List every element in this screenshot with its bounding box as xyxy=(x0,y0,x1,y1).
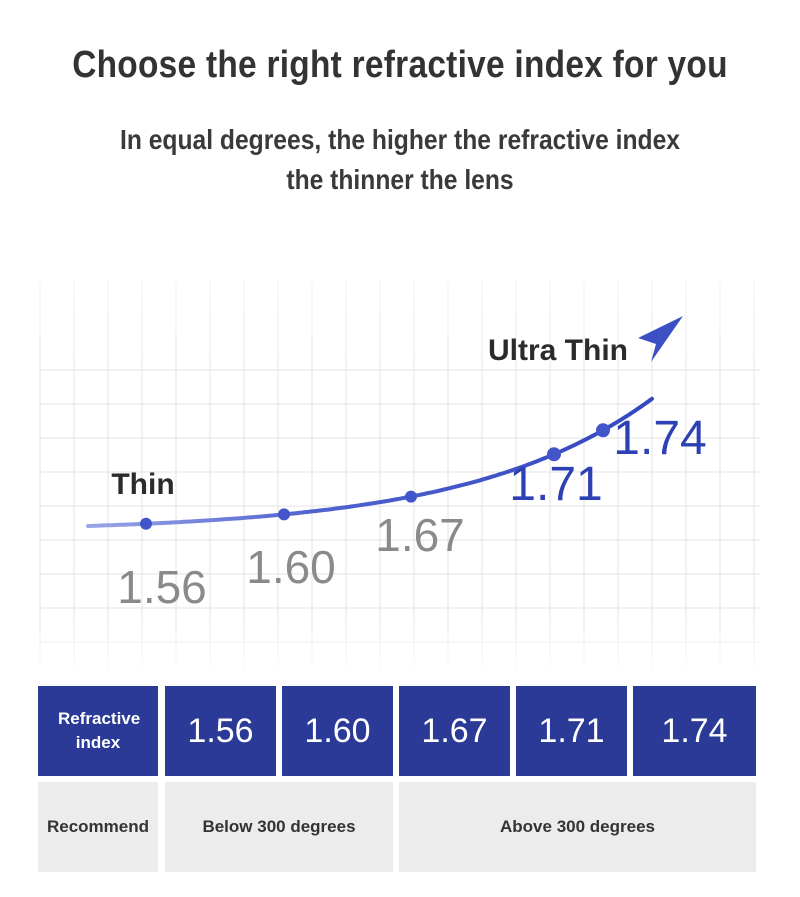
label-1-71: 1.71 xyxy=(509,458,602,511)
refractive-index-table: Refractive index 1.56 1.60 1.67 1.71 1.7… xyxy=(38,686,756,872)
header-index-1-71: 1.71 xyxy=(516,686,627,776)
label-1-67: 1.67 xyxy=(375,509,465,561)
label-1-56: 1.56 xyxy=(117,561,207,613)
header-index-1-60: 1.60 xyxy=(282,686,393,776)
label-1-74: 1.74 xyxy=(613,412,706,465)
annotation-thin: Thin xyxy=(111,468,174,501)
recommend-below-300: Below 300 degrees xyxy=(165,782,393,872)
page-title: Choose the right refractive index for yo… xyxy=(72,44,728,86)
subtitle-line-1: In equal degrees, the higher the refract… xyxy=(119,124,681,155)
point-1-67 xyxy=(405,490,417,503)
header-index-1-74: 1.74 xyxy=(633,686,756,776)
point-1-60 xyxy=(278,508,290,521)
grid-fade xyxy=(0,220,800,680)
header-index-1-56: 1.56 xyxy=(165,686,276,776)
annotation-ultra-thin: Ultra Thin xyxy=(488,334,628,367)
header-index-1-67: 1.67 xyxy=(399,686,510,776)
label-1-60: 1.60 xyxy=(246,541,336,593)
recommend-above-300: Above 300 degrees xyxy=(399,782,756,872)
refractive-index-chart: 1.56 1.60 1.67 1.711.74 Thin Ultra Thin xyxy=(0,220,800,680)
point-1-74 xyxy=(596,423,610,438)
page-subtitle: In equal degrees, the higher the refract… xyxy=(48,120,752,200)
header-refractive-index: Refractive index xyxy=(38,686,158,776)
curve-arrowhead xyxy=(638,316,683,362)
recommend-label: Recommend xyxy=(38,782,158,872)
point-1-56 xyxy=(140,517,152,530)
subtitle-line-2: the thinner the lens xyxy=(286,164,514,195)
point-1-71 xyxy=(547,447,561,462)
